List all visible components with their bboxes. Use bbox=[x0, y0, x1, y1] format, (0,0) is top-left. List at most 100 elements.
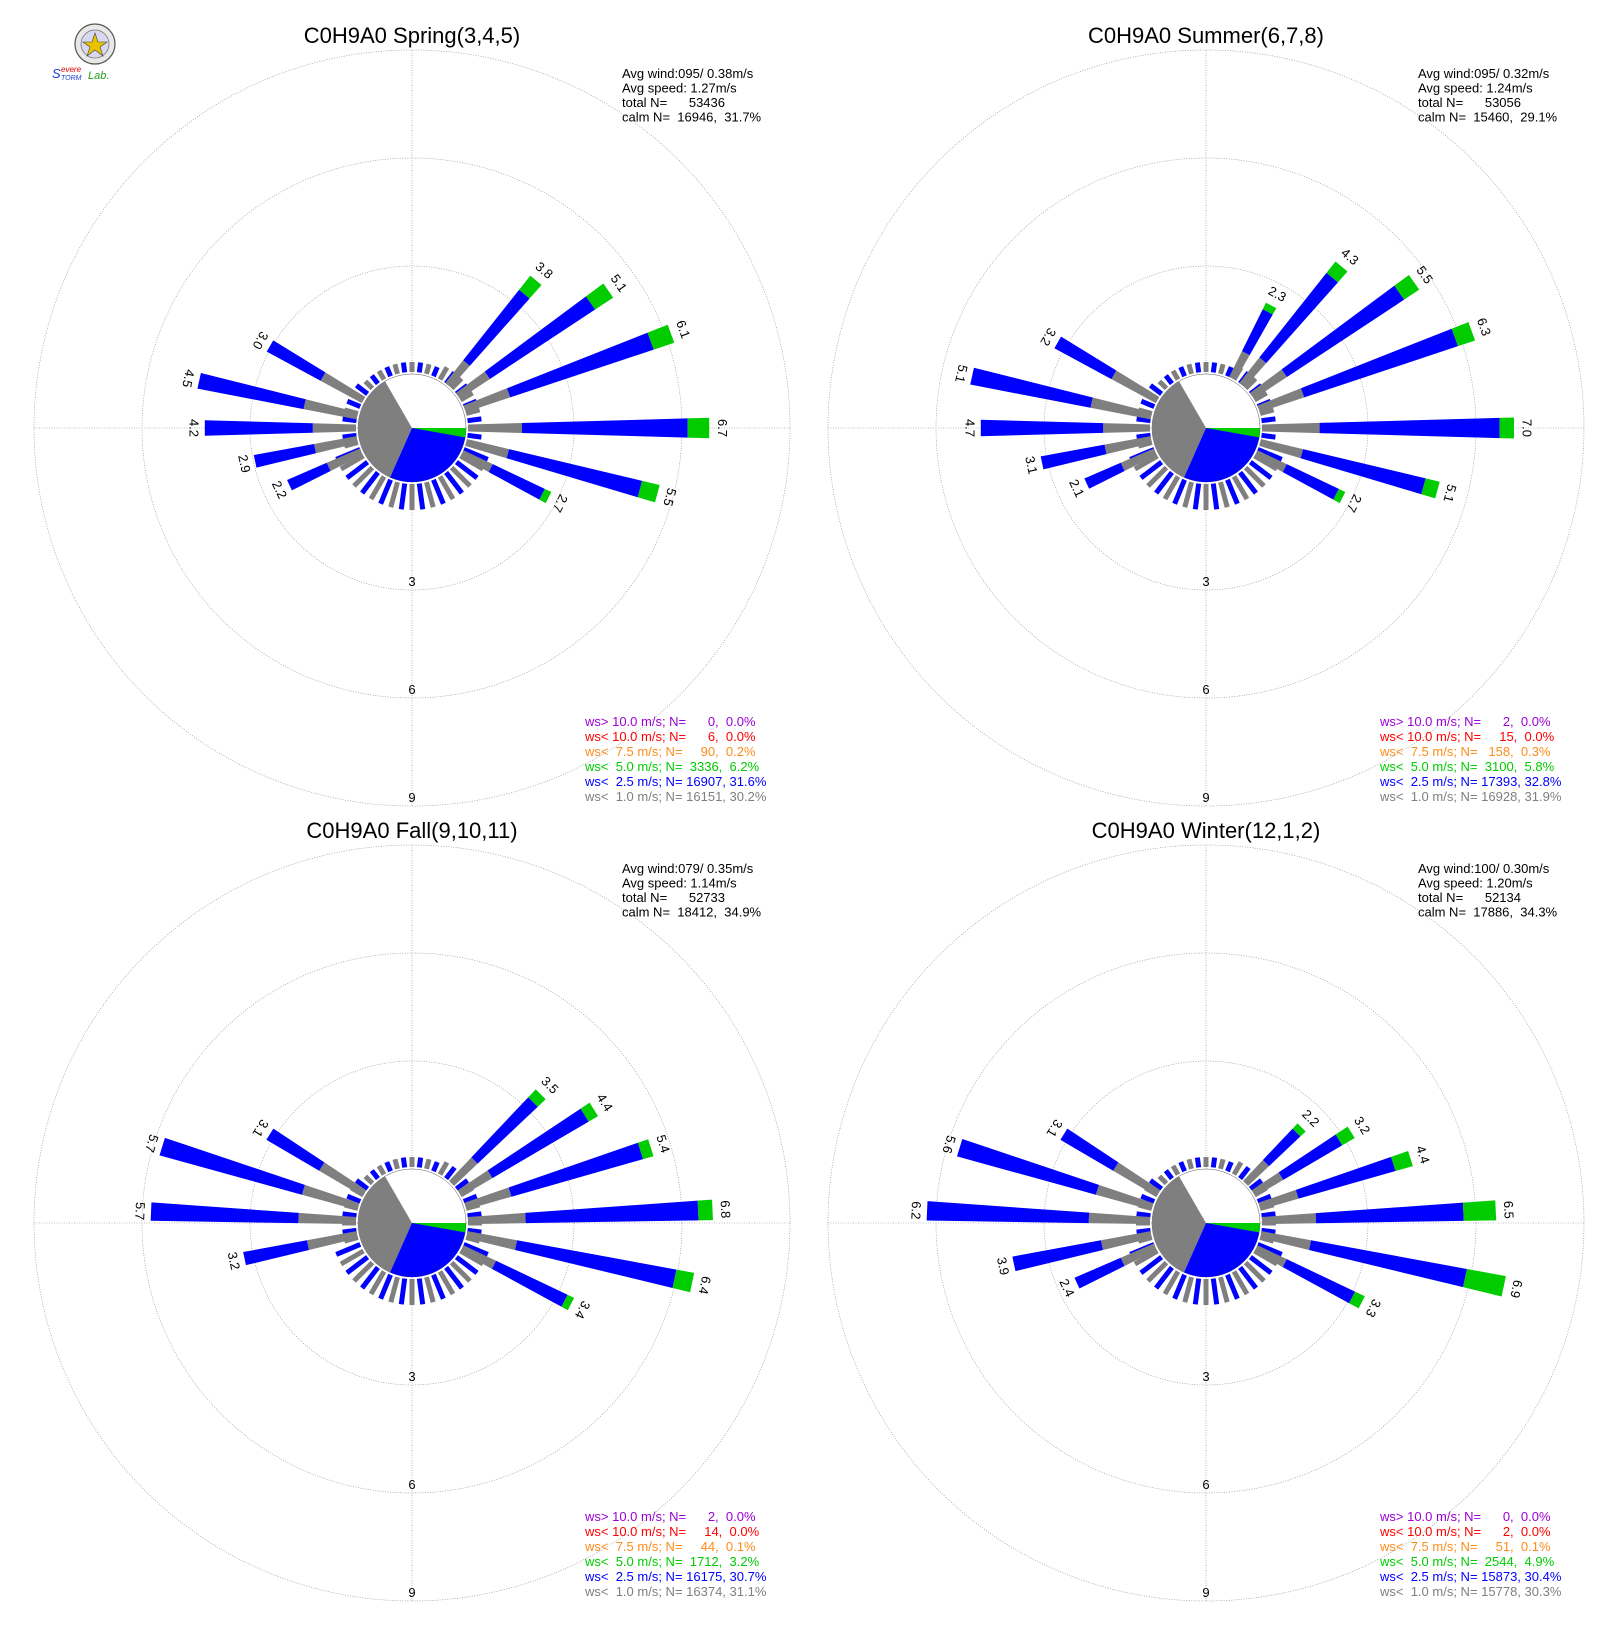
legend-entry: ws< 2.5 m/s; N= 15873, 30.4% bbox=[1379, 1569, 1562, 1584]
lab-seal-icon: S evere TORM Lab. bbox=[52, 23, 116, 82]
spoke-value-label: 3.2 bbox=[1351, 1114, 1373, 1137]
light-wind-wedge bbox=[1184, 1223, 1260, 1277]
spoke-2-1: 2.1 bbox=[1066, 448, 1157, 500]
svg-text:S: S bbox=[52, 66, 61, 81]
spoke-segment-gray bbox=[319, 1162, 367, 1197]
spoke-segment-gray bbox=[320, 372, 366, 404]
spoke-segment-gray bbox=[445, 360, 470, 388]
spoke-segment-blue bbox=[266, 340, 326, 381]
minor-spoke bbox=[1154, 1265, 1174, 1290]
minor-spoke bbox=[462, 447, 489, 462]
spoke-value-label: 3.2 bbox=[225, 1250, 243, 1271]
spoke-segment-green bbox=[637, 1139, 654, 1160]
spoke-segment-gray bbox=[1262, 422, 1320, 434]
spoke-5-7: 5.7 bbox=[132, 1202, 357, 1225]
svg-text:TORM: TORM bbox=[61, 75, 82, 82]
spoke-value-label: 3.1 bbox=[249, 1117, 271, 1140]
spoke-3-3: 3.3 bbox=[1254, 1245, 1384, 1320]
spoke-value-label: 4.4 bbox=[594, 1091, 616, 1114]
moderate-wind-wedge bbox=[412, 1223, 467, 1233]
minor-spoke bbox=[363, 1174, 375, 1186]
spoke-segment-blue bbox=[1259, 272, 1338, 364]
spoke-segment-blue bbox=[1315, 1202, 1464, 1224]
spoke-value-label: 2.7 bbox=[549, 492, 571, 515]
spoke-segment-green bbox=[539, 488, 552, 504]
stats-line: Avg speed: 1.14m/s bbox=[622, 876, 737, 891]
spoke-value-label: 5.1 bbox=[608, 271, 631, 294]
spoke-6-2: 6.2 bbox=[908, 1201, 1151, 1225]
stats-line: calm N= 17886, 34.3% bbox=[1418, 905, 1558, 920]
minor-spoke bbox=[400, 1157, 408, 1168]
spoke-value-label: 3.1 bbox=[1043, 1117, 1065, 1140]
spoke-7-0: 7.0 bbox=[1262, 417, 1535, 439]
minor-spoke bbox=[1243, 376, 1258, 391]
minor-spoke bbox=[1157, 379, 1169, 391]
spoke-value-label: 6.7 bbox=[715, 419, 730, 437]
spoke-value-label: 6.9 bbox=[1507, 1279, 1525, 1300]
minor-spoke bbox=[1172, 1273, 1187, 1300]
stats-line: Avg wind:100/ 0.30m/s bbox=[1418, 861, 1550, 876]
spoke-segment-gray bbox=[1113, 1162, 1161, 1197]
minor-spoke bbox=[467, 1211, 482, 1219]
minor-spoke bbox=[1225, 1273, 1240, 1300]
spoke-segment-gray bbox=[1120, 448, 1157, 472]
spoke-value-label: 4.5 bbox=[179, 368, 198, 389]
spoke-segment-blue bbox=[1282, 1259, 1356, 1304]
severe-storm-lab-logo: S evere TORM Lab. bbox=[50, 22, 140, 84]
spoke-segment-blue bbox=[1282, 464, 1339, 500]
spoke-segment-blue bbox=[1281, 285, 1405, 377]
legend-entry: ws< 2.5 m/s; N= 16175, 30.7% bbox=[584, 1569, 767, 1584]
spoke-value-label: 2.2 bbox=[1299, 1106, 1322, 1129]
spoke-segment-gray bbox=[1254, 450, 1287, 473]
spoke-value-label: 3.1 bbox=[1022, 455, 1040, 476]
spoke-segment-blue bbox=[1074, 1257, 1125, 1289]
spoke-segment-green bbox=[647, 324, 675, 350]
minor-spoke bbox=[360, 1265, 380, 1290]
stats-line: total N= 52733 bbox=[622, 890, 725, 905]
minor-spoke bbox=[376, 1164, 387, 1176]
spoke-segment-gray bbox=[466, 1231, 518, 1250]
minor-spoke bbox=[1261, 1211, 1276, 1219]
minor-spoke bbox=[1182, 481, 1194, 508]
minor-spoke bbox=[1162, 1270, 1181, 1296]
minor-spoke bbox=[454, 1178, 470, 1191]
spoke-5-6: 5.6 bbox=[939, 1134, 1154, 1211]
minor-spoke bbox=[1256, 1193, 1272, 1204]
legend-entry: ws< 1.0 m/s; N= 16928, 31.9% bbox=[1379, 789, 1562, 804]
moderate-wind-wedge bbox=[1206, 428, 1260, 438]
spoke-segment-gray bbox=[1254, 1245, 1287, 1268]
minor-spoke bbox=[1186, 1158, 1194, 1170]
minor-spoke bbox=[459, 390, 474, 403]
calm-wedge bbox=[1152, 1176, 1206, 1273]
minor-spoke bbox=[1148, 1178, 1164, 1191]
spoke-4-3: 4.3 bbox=[1239, 245, 1362, 388]
legend-entry: ws< 1.0 m/s; N= 16151, 30.2% bbox=[584, 789, 767, 804]
spoke-value-label: 4.4 bbox=[1413, 1144, 1433, 1166]
legend-entry: ws> 10.0 m/s; N= 0, 0.0% bbox=[1379, 1509, 1551, 1524]
minor-spoke bbox=[449, 376, 464, 391]
spoke-5-1: 5.1 bbox=[1259, 439, 1460, 504]
svg-text:evere: evere bbox=[61, 65, 82, 74]
minor-spoke bbox=[437, 1161, 450, 1176]
minor-spoke bbox=[346, 1193, 362, 1204]
minor-spoke bbox=[388, 1276, 400, 1303]
spoke-6-7: 6.7 bbox=[468, 417, 730, 439]
chart-title: C0H9A0 Spring(3,4,5) bbox=[304, 23, 520, 48]
spoke-segment-green bbox=[1451, 322, 1476, 347]
spoke-value-label: 3.2 bbox=[1037, 325, 1059, 348]
minor-spoke bbox=[352, 465, 375, 488]
minor-spoke bbox=[1259, 407, 1275, 416]
minor-spoke bbox=[1261, 416, 1276, 424]
spoke-segment-gray bbox=[464, 1187, 512, 1210]
spoke-value-label: 5.7 bbox=[142, 1133, 162, 1155]
calm-wedge bbox=[357, 381, 412, 478]
minor-spoke bbox=[416, 362, 424, 373]
spoke-segment-gray bbox=[306, 1231, 358, 1250]
spoke-5-7: 5.7 bbox=[142, 1133, 360, 1211]
spoke-value-label: 5.1 bbox=[1440, 483, 1459, 504]
spoke-segment-gray bbox=[1095, 1184, 1154, 1211]
spoke-value-label: 2.3 bbox=[1266, 283, 1289, 305]
spoke-segment-gray bbox=[1260, 1231, 1312, 1250]
minor-spoke bbox=[1210, 1157, 1218, 1168]
spoke-segment-gray bbox=[457, 1170, 493, 1197]
